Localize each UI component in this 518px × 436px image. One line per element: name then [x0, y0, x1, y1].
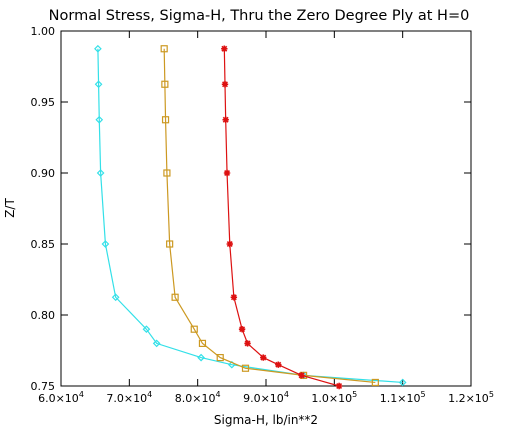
- data-point: [230, 294, 238, 301]
- x-tick-label: 1.1×105: [380, 390, 426, 405]
- data-point: [197, 353, 205, 362]
- data-point: [198, 339, 207, 347]
- data-point: [94, 44, 102, 53]
- data-point: [221, 81, 229, 88]
- data-point: [226, 240, 233, 248]
- data-point: [161, 116, 170, 124]
- data-point: [171, 293, 179, 301]
- y-tick-label: 0.90: [31, 167, 56, 180]
- data-point: [101, 240, 110, 248]
- data-point: [223, 169, 231, 177]
- x-axis: 6.0×104 7.0×104 8.0×104 9.0×104 1.0×105 1.1×1…: [38, 31, 494, 405]
- data-point: [275, 361, 282, 368]
- data-point: [216, 354, 224, 362]
- data-point: [222, 116, 229, 123]
- data-point: [221, 45, 228, 52]
- data-point: [161, 80, 169, 88]
- data-point: [160, 45, 168, 53]
- data-point: [111, 293, 120, 302]
- y-axis: 0.75 0.80 0.85 0.90 0.95 1.00: [31, 25, 471, 393]
- x-tick-label: 6.0×104: [38, 390, 84, 405]
- data-point: [298, 372, 305, 379]
- data-point: [142, 325, 151, 334]
- data-point: [166, 240, 174, 248]
- data-point: [94, 80, 103, 89]
- data-point: [398, 378, 407, 387]
- x-tick-label: 8.0×104: [175, 390, 221, 405]
- plot-frame: [60, 30, 472, 387]
- x-axis-label: Sigma-H, lb/in**2: [214, 413, 318, 427]
- series-line: [163, 48, 376, 384]
- series-line: [97, 48, 403, 384]
- data-point: [163, 169, 171, 177]
- x-tick-label: 1.0×105: [311, 390, 357, 405]
- data-point: [152, 339, 161, 348]
- y-tick-label: 0.85: [31, 238, 56, 251]
- series-1: [94, 44, 407, 387]
- series-layer: [94, 44, 407, 390]
- data-point: [244, 340, 251, 347]
- data-point: [95, 115, 104, 124]
- x-tick-label: 7.0×104: [106, 390, 152, 405]
- data-point: [238, 326, 246, 333]
- series-line: [223, 48, 340, 387]
- x-tick-label: 9.0×104: [243, 390, 289, 405]
- y-tick-label: 0.80: [31, 309, 56, 322]
- data-point: [190, 325, 198, 333]
- data-point: [260, 354, 267, 361]
- x-tick-label: 1.2×105: [448, 390, 494, 405]
- chart-title: Normal Stress, Sigma-H, Thru the Zero De…: [49, 8, 470, 24]
- y-tick-label: 1.00: [31, 25, 56, 38]
- y-axis-label: Z/T: [3, 198, 17, 218]
- data-point: [241, 364, 250, 372]
- series-2: [160, 45, 379, 387]
- y-tick-label: 0.75: [31, 380, 56, 393]
- series-3: [221, 45, 343, 390]
- data-point: [96, 169, 105, 177]
- y-tick-label: 0.95: [31, 96, 56, 109]
- data-point: [335, 382, 343, 390]
- data-point: [371, 378, 379, 387]
